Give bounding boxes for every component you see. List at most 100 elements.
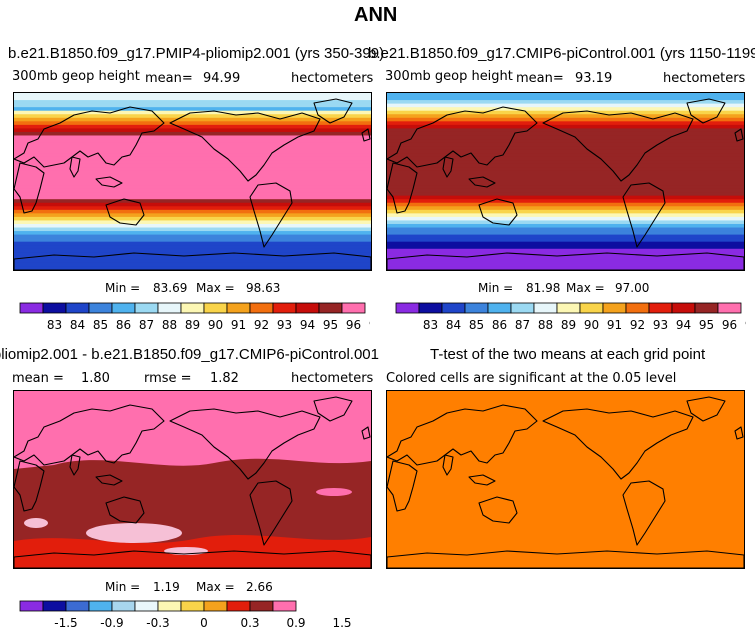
control-field-band <box>387 252 744 257</box>
case-colorbar-tick-label: 96 <box>346 318 361 332</box>
control-colorbar-swatch <box>487 302 512 314</box>
case-colorbar-swatch <box>88 302 113 314</box>
control-field-band <box>387 135 744 140</box>
coastline-asia-europe <box>14 106 165 168</box>
difference-colorbar-tick-label: 1.5 <box>332 616 351 628</box>
case-map-plot <box>14 93 371 270</box>
case-field-band <box>14 107 371 112</box>
ttest-map <box>386 390 745 569</box>
difference-colorbar-swatch <box>180 600 205 612</box>
control-min-label: Min = <box>478 281 514 295</box>
control-field-band <box>387 124 744 129</box>
control-mean-value: 93.19 <box>575 71 613 86</box>
case-field-band <box>14 153 371 158</box>
control-field-band <box>387 103 744 108</box>
control-variable-label: 300mb geop height <box>385 69 513 84</box>
case-min-value: 83.69 <box>153 281 188 295</box>
control-colorbar-tick-label: 93 <box>653 318 668 332</box>
control-field-band <box>387 206 744 211</box>
case-field-band <box>14 192 371 197</box>
case-field-band <box>14 156 371 161</box>
control-field-band <box>387 223 744 229</box>
case-field-band <box>14 223 371 229</box>
case-min-label: Min = <box>105 281 141 295</box>
coastline-australia <box>478 496 518 524</box>
case-colorbar-swatch <box>180 302 205 314</box>
control-colorbar-tick-label: 85 <box>469 318 484 332</box>
case-colorbar-swatch <box>295 302 320 314</box>
coastline-uk <box>361 426 371 440</box>
control-field-band <box>387 146 744 151</box>
case-colorbar-tick-label: 97 <box>369 318 370 332</box>
coastline-maritime <box>468 474 496 486</box>
control-field-band <box>387 117 744 122</box>
control-field-band <box>387 139 744 144</box>
difference-units: hectometers <box>291 371 374 386</box>
difference-colorbar-tick-label: 0.9 <box>286 616 305 628</box>
control-field-band <box>387 170 744 176</box>
control-field-band <box>387 262 744 268</box>
case-mean-label: mean= <box>145 71 193 86</box>
case-field-band <box>14 149 371 154</box>
difference-colorbar-swatch <box>157 600 182 612</box>
difference-colorbar-swatch <box>111 600 136 612</box>
case-field-band <box>14 206 371 211</box>
control-colorbar-tick-label: 90 <box>584 318 599 332</box>
difference-rmse-value: 1.82 <box>210 371 239 386</box>
control-field-band <box>387 100 744 105</box>
case-colorbar-tick-label: 85 <box>93 318 108 332</box>
control-colorbar-swatch <box>464 302 489 314</box>
control-colorbar-tick-label: 94 <box>676 318 691 332</box>
control-field-band <box>387 231 744 236</box>
coastline-uk <box>734 426 744 440</box>
control-field-band <box>387 202 744 207</box>
control-colorbar-swatch <box>579 302 604 314</box>
control-max-label: Max = <box>566 281 605 295</box>
ttest-panel-title: T-test of the two means at each grid poi… <box>430 346 706 363</box>
coastline-asia-europe <box>387 106 538 168</box>
case-field-band <box>14 160 371 165</box>
case-colorbar-tick-label: 94 <box>300 318 315 332</box>
coastline-africa <box>14 162 45 214</box>
case-field-band <box>14 245 371 250</box>
control-field-band <box>387 96 744 101</box>
case-field-band <box>14 234 371 239</box>
case-max-value: 98.63 <box>246 281 281 295</box>
difference-mean-label: mean = <box>12 371 64 386</box>
case-field-band <box>14 262 371 268</box>
case-variable-label: 300mb geop height <box>12 69 140 84</box>
control-field-band <box>387 114 744 119</box>
control-field-band <box>387 181 744 186</box>
coastline-north-america <box>169 408 321 480</box>
case-map <box>13 92 372 271</box>
control-field-band <box>387 142 744 147</box>
control-colorbar-swatch <box>625 302 650 314</box>
case-colorbar-swatch <box>226 302 251 314</box>
case-field-band <box>14 167 371 172</box>
control-map-plot <box>387 93 744 270</box>
case-field-band <box>14 177 371 183</box>
difference-colorbar-swatch <box>42 600 67 612</box>
case-colorbar-tick-label: 95 <box>323 318 338 332</box>
control-colorbar-swatch <box>533 302 558 314</box>
control-field-band <box>387 209 744 214</box>
case-colorbar-tick-label: 83 <box>47 318 62 332</box>
case-units: hectometers <box>291 71 374 86</box>
control-colorbar-swatch <box>510 302 535 314</box>
coastline-africa <box>387 162 418 214</box>
difference-field-patch <box>316 488 352 496</box>
case-field-band <box>14 185 371 190</box>
coastline-greenland <box>686 396 726 422</box>
control-colorbar-tick-label: 96 <box>722 318 737 332</box>
coastline-australia <box>478 198 518 226</box>
coastline-asia-europe <box>14 404 165 466</box>
control-field-band <box>387 167 744 172</box>
difference-colorbar: -1.5 -0.9 -0.3 0 0.3 0.9 1.5 <box>19 600 352 628</box>
control-colorbar-tick-label: 88 <box>538 318 553 332</box>
case-colorbar-swatch <box>203 302 228 314</box>
coastline-south-america <box>249 480 293 546</box>
difference-colorbar-swatch <box>88 600 113 612</box>
coastline-south-america <box>622 182 666 248</box>
control-colorbar-swatch <box>556 302 581 314</box>
coastline-antarctica <box>387 252 744 270</box>
